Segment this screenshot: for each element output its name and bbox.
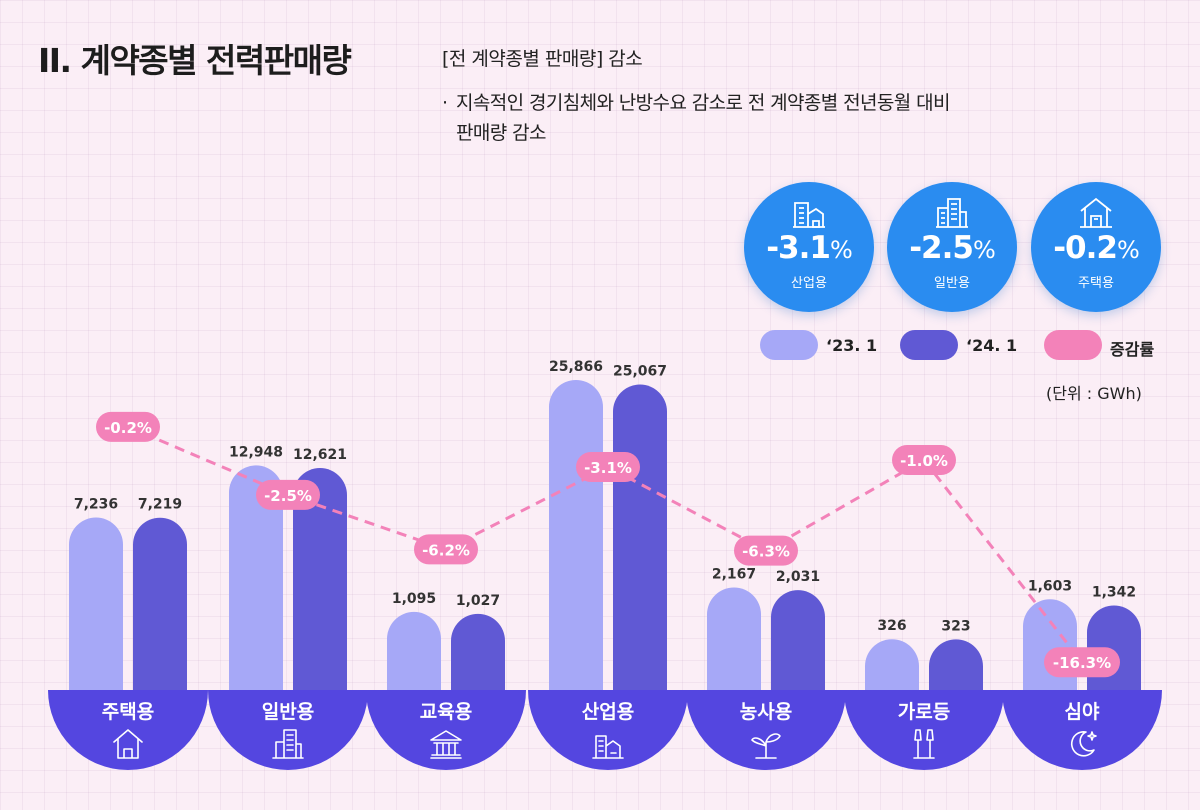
- highlight-value: -3.1%: [766, 230, 853, 266]
- street-lamp-icon: [913, 729, 935, 759]
- bar-value-label: 25,866: [549, 359, 603, 375]
- sprout-icon: [751, 733, 781, 759]
- category-base: [366, 690, 526, 770]
- bar-value-label: 1,027: [456, 593, 500, 609]
- rate-label-pill: [1044, 647, 1120, 678]
- rate-label: -0.2%: [104, 419, 152, 437]
- category-base: [686, 690, 846, 770]
- school-icon: [430, 730, 462, 759]
- unit-label: (단위 : GWh): [1046, 384, 1142, 403]
- rate-label-pill: [892, 445, 956, 475]
- legend-label: ‘23. 1: [826, 336, 878, 355]
- bar-value-label: 1,095: [392, 591, 436, 607]
- page-title: II. 계약종별 전력판매량: [38, 41, 352, 80]
- category-label: 산업용: [582, 701, 634, 723]
- bullet: ·: [442, 92, 448, 114]
- description-line-1: 지속적인 경기침체와 난방수요 감소로 전 계약종별 전년동월 대비: [456, 92, 950, 114]
- subheading: [전 계약종별 판매량] 감소: [442, 48, 643, 70]
- bar-series1: [549, 380, 603, 730]
- rate-label-pill: [96, 411, 160, 442]
- rate-label-pill: [414, 534, 478, 565]
- bar-series2: [133, 517, 187, 730]
- bar-value-label: 7,236: [74, 497, 118, 513]
- category-base: [844, 690, 1004, 770]
- category-label: 심야: [1065, 701, 1100, 723]
- bar-value-label: 12,948: [229, 444, 283, 460]
- office-building-icon: [272, 729, 304, 759]
- office-building-icon: [936, 198, 968, 228]
- highlight-label: 산업용: [791, 276, 827, 291]
- category-label: 교육용: [420, 701, 472, 723]
- factory-icon: [793, 202, 825, 228]
- bar-value-label: 323: [941, 618, 970, 634]
- house-icon: [1080, 197, 1112, 228]
- rate-label: -6.2%: [422, 541, 470, 559]
- house-icon: [113, 729, 143, 759]
- rate-label: -16.3%: [1053, 654, 1111, 672]
- bar-value-label: 25,067: [613, 364, 667, 380]
- highlight-label: 주택용: [1078, 276, 1114, 291]
- bar-value-label: 2,167: [712, 566, 756, 582]
- bar-value-label: 1,342: [1092, 584, 1136, 600]
- rate-label-pill: [734, 535, 798, 566]
- legend-swatch: [1044, 330, 1102, 360]
- bar-series1: [229, 465, 283, 730]
- factory-icon: [592, 735, 624, 759]
- rate-label-pill: [256, 479, 320, 510]
- category-base: [1002, 690, 1162, 770]
- bar-value-label: 12,621: [293, 447, 347, 463]
- highlight-value: -2.5%: [909, 230, 996, 266]
- rate-label: -6.3%: [742, 543, 790, 561]
- category-base: [528, 690, 688, 770]
- moon-icon: [1070, 730, 1097, 757]
- legend-swatch: [760, 330, 818, 360]
- legend-label: ‘24. 1: [966, 336, 1018, 355]
- rate-label: -2.5%: [264, 487, 312, 505]
- category-label: 일반용: [262, 701, 314, 723]
- rate-label: -3.1%: [584, 459, 632, 477]
- legend-swatch: [900, 330, 958, 360]
- bar-value-label: 2,031: [776, 569, 820, 585]
- category-label: 농사용: [740, 701, 792, 723]
- bar-series1: [69, 517, 123, 730]
- highlight-residential: -0.2% 주택용: [1031, 182, 1161, 312]
- highlight-general: -2.5% 일반용: [887, 182, 1017, 312]
- bar-value-label: 1,603: [1028, 578, 1072, 594]
- legend-label: 증감률: [1110, 340, 1155, 359]
- rate-label: -1.0%: [900, 452, 948, 470]
- description: · 지속적인 경기침체와 난방수요 감소로 전 계약종별 전년동월 대비 판매량…: [442, 88, 1102, 148]
- bar-value-label: 7,219: [138, 497, 182, 513]
- highlight-value: -0.2%: [1053, 230, 1140, 266]
- description-line-2: 판매량 감소: [456, 122, 546, 144]
- highlight-industrial: -3.1% 산업용: [744, 182, 874, 312]
- bar-series2: [613, 384, 667, 730]
- category-label: 가로등: [898, 701, 950, 723]
- bar-series2: [293, 468, 347, 730]
- highlight-label: 일반용: [934, 276, 970, 291]
- category-label: 주택용: [102, 701, 154, 723]
- bar-value-label: 326: [877, 618, 906, 634]
- rate-label-pill: [576, 452, 640, 482]
